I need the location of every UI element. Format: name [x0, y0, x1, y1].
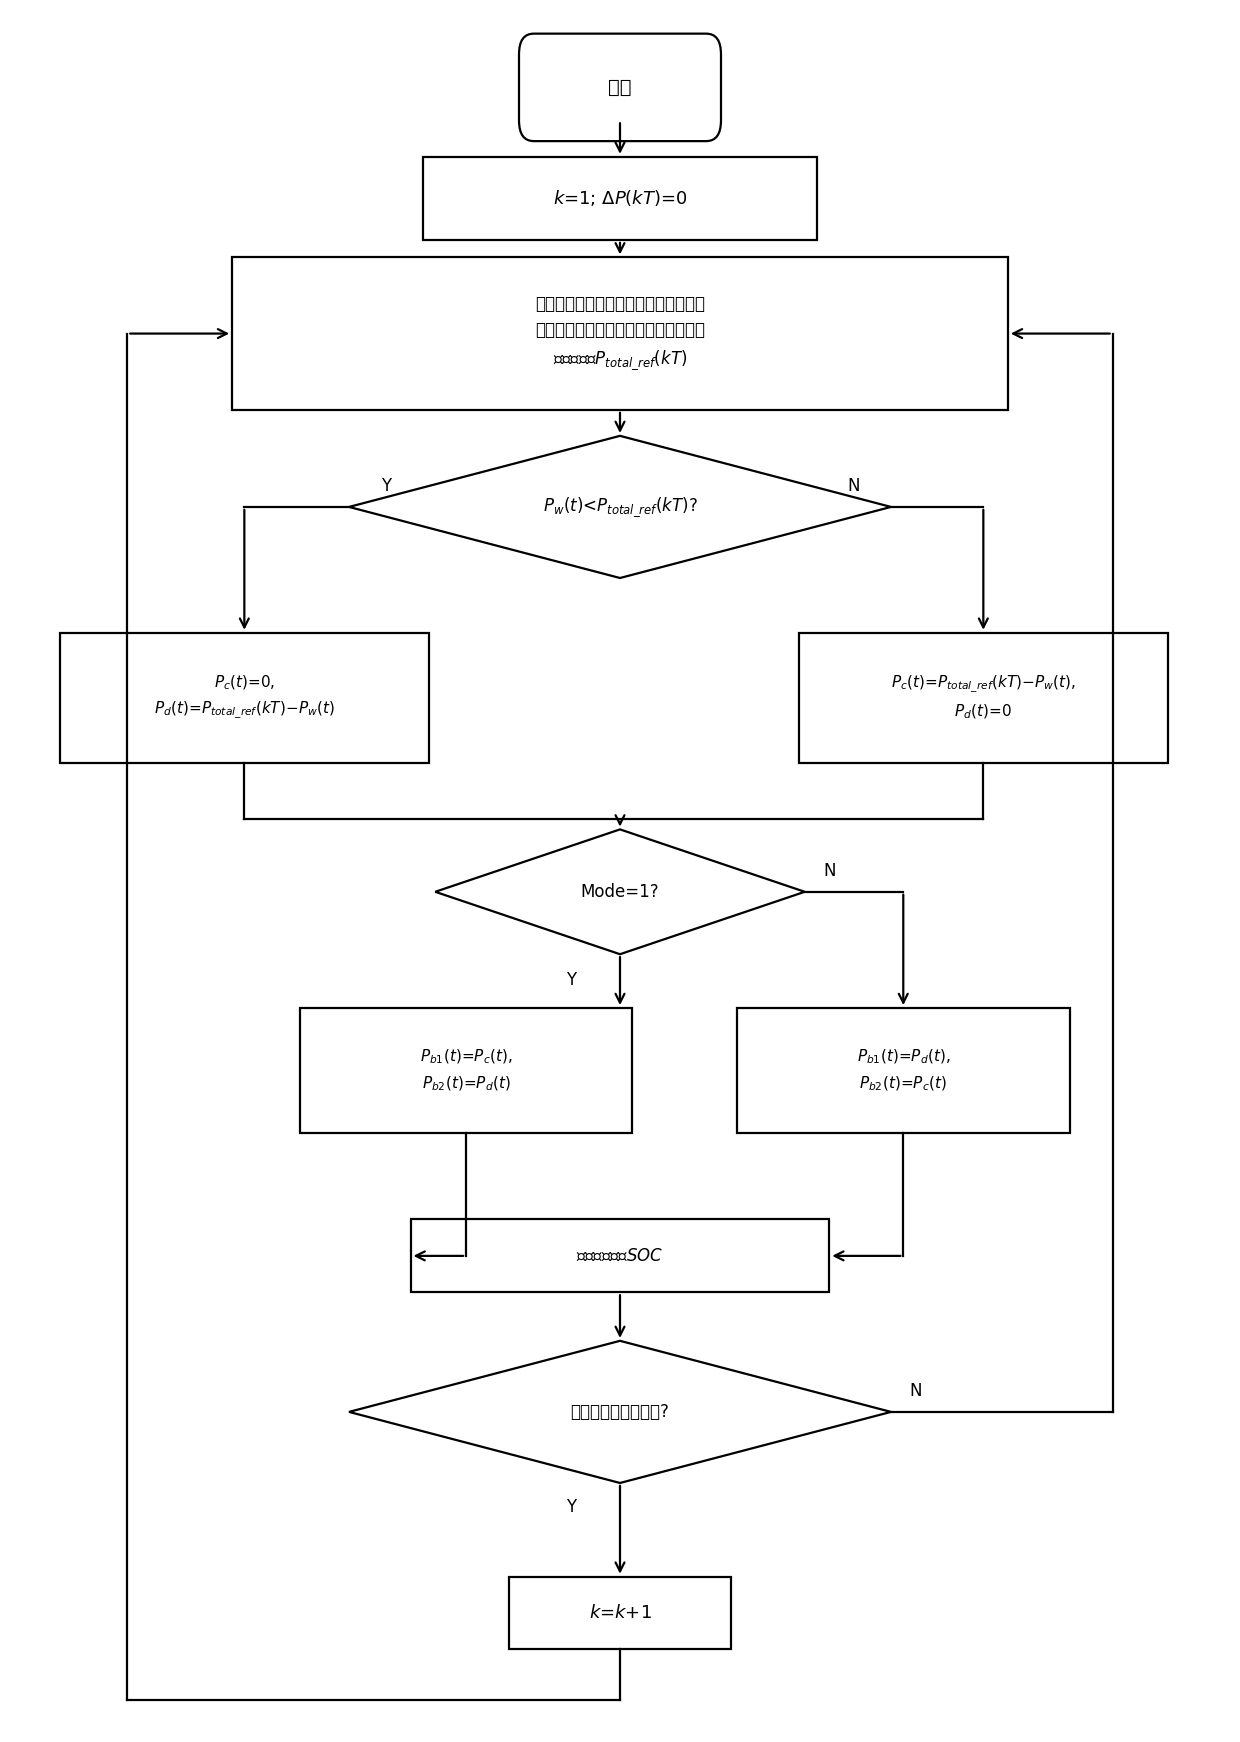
Bar	[232, 258, 1008, 409]
Text: 本控制周期是否结束?: 本控制周期是否结束?	[570, 1402, 670, 1421]
Bar	[300, 1009, 632, 1132]
Bar	[510, 1577, 730, 1650]
FancyBboxPatch shape	[520, 33, 720, 141]
Polygon shape	[435, 829, 805, 955]
Text: $k$=$k$+1: $k$=$k$+1	[589, 1604, 651, 1622]
Text: N: N	[823, 862, 836, 880]
Text: $P_{b1}$($t$)=$P_{c}$($t$),
$P_{b2}$($t$)=$P_{d}$($t$): $P_{b1}$($t$)=$P_{c}$($t$), $P_{b2}$($t$…	[419, 1049, 512, 1092]
Text: Y: Y	[381, 477, 391, 495]
Text: Y: Y	[565, 972, 575, 989]
Text: 开始: 开始	[609, 78, 631, 98]
Text: Mode=1?: Mode=1?	[580, 883, 660, 901]
Text: $P_{b1}$($t$)=$P_{d}$($t$),
$P_{b2}$($t$)=$P_{c}$($t$): $P_{b1}$($t$)=$P_{d}$($t$), $P_{b2}$($t$…	[857, 1049, 950, 1092]
Text: N: N	[848, 477, 861, 495]
Text: 计算两电池组$SOC$: 计算两电池组$SOC$	[577, 1247, 663, 1265]
Bar	[60, 632, 429, 763]
Text: N: N	[909, 1381, 921, 1401]
Bar	[737, 1009, 1070, 1132]
Text: $P_{c}$($t$)=$P_{total\_ref}$($kT$)$-P_{w}$($t$),
$P_{d}$($t$)=0: $P_{c}$($t$)=$P_{total\_ref}$($kT$)$-P_{…	[892, 674, 1076, 721]
Text: $k$=1; $\Delta P$($kT$)=0: $k$=1; $\Delta P$($kT$)=0	[553, 188, 687, 209]
Text: $P_{c}$($t$)=0,
$P_{d}$($t$)=$P_{total\_ref}$($kT$)$-P_{w}$($t$): $P_{c}$($t$)=0, $P_{d}$($t$)=$P_{total\_…	[154, 674, 335, 721]
Text: 由风功率超短期预测获得本控制周期平
均风功率预测值，该值为风电场基础参
考输出功率$P_{total\_ref}$($kT$): 由风功率超短期预测获得本控制周期平 均风功率预测值，该值为风电场基础参 考输出功…	[534, 294, 706, 373]
Polygon shape	[348, 1341, 892, 1482]
Bar	[799, 632, 1168, 763]
Text: Y: Y	[565, 1498, 575, 1516]
Bar	[423, 157, 817, 240]
Polygon shape	[348, 436, 892, 578]
Text: $P_{w}$($t$)<$P_{total\_ref}$($kT$)?: $P_{w}$($t$)<$P_{total\_ref}$($kT$)?	[543, 495, 697, 519]
Bar	[410, 1219, 830, 1293]
